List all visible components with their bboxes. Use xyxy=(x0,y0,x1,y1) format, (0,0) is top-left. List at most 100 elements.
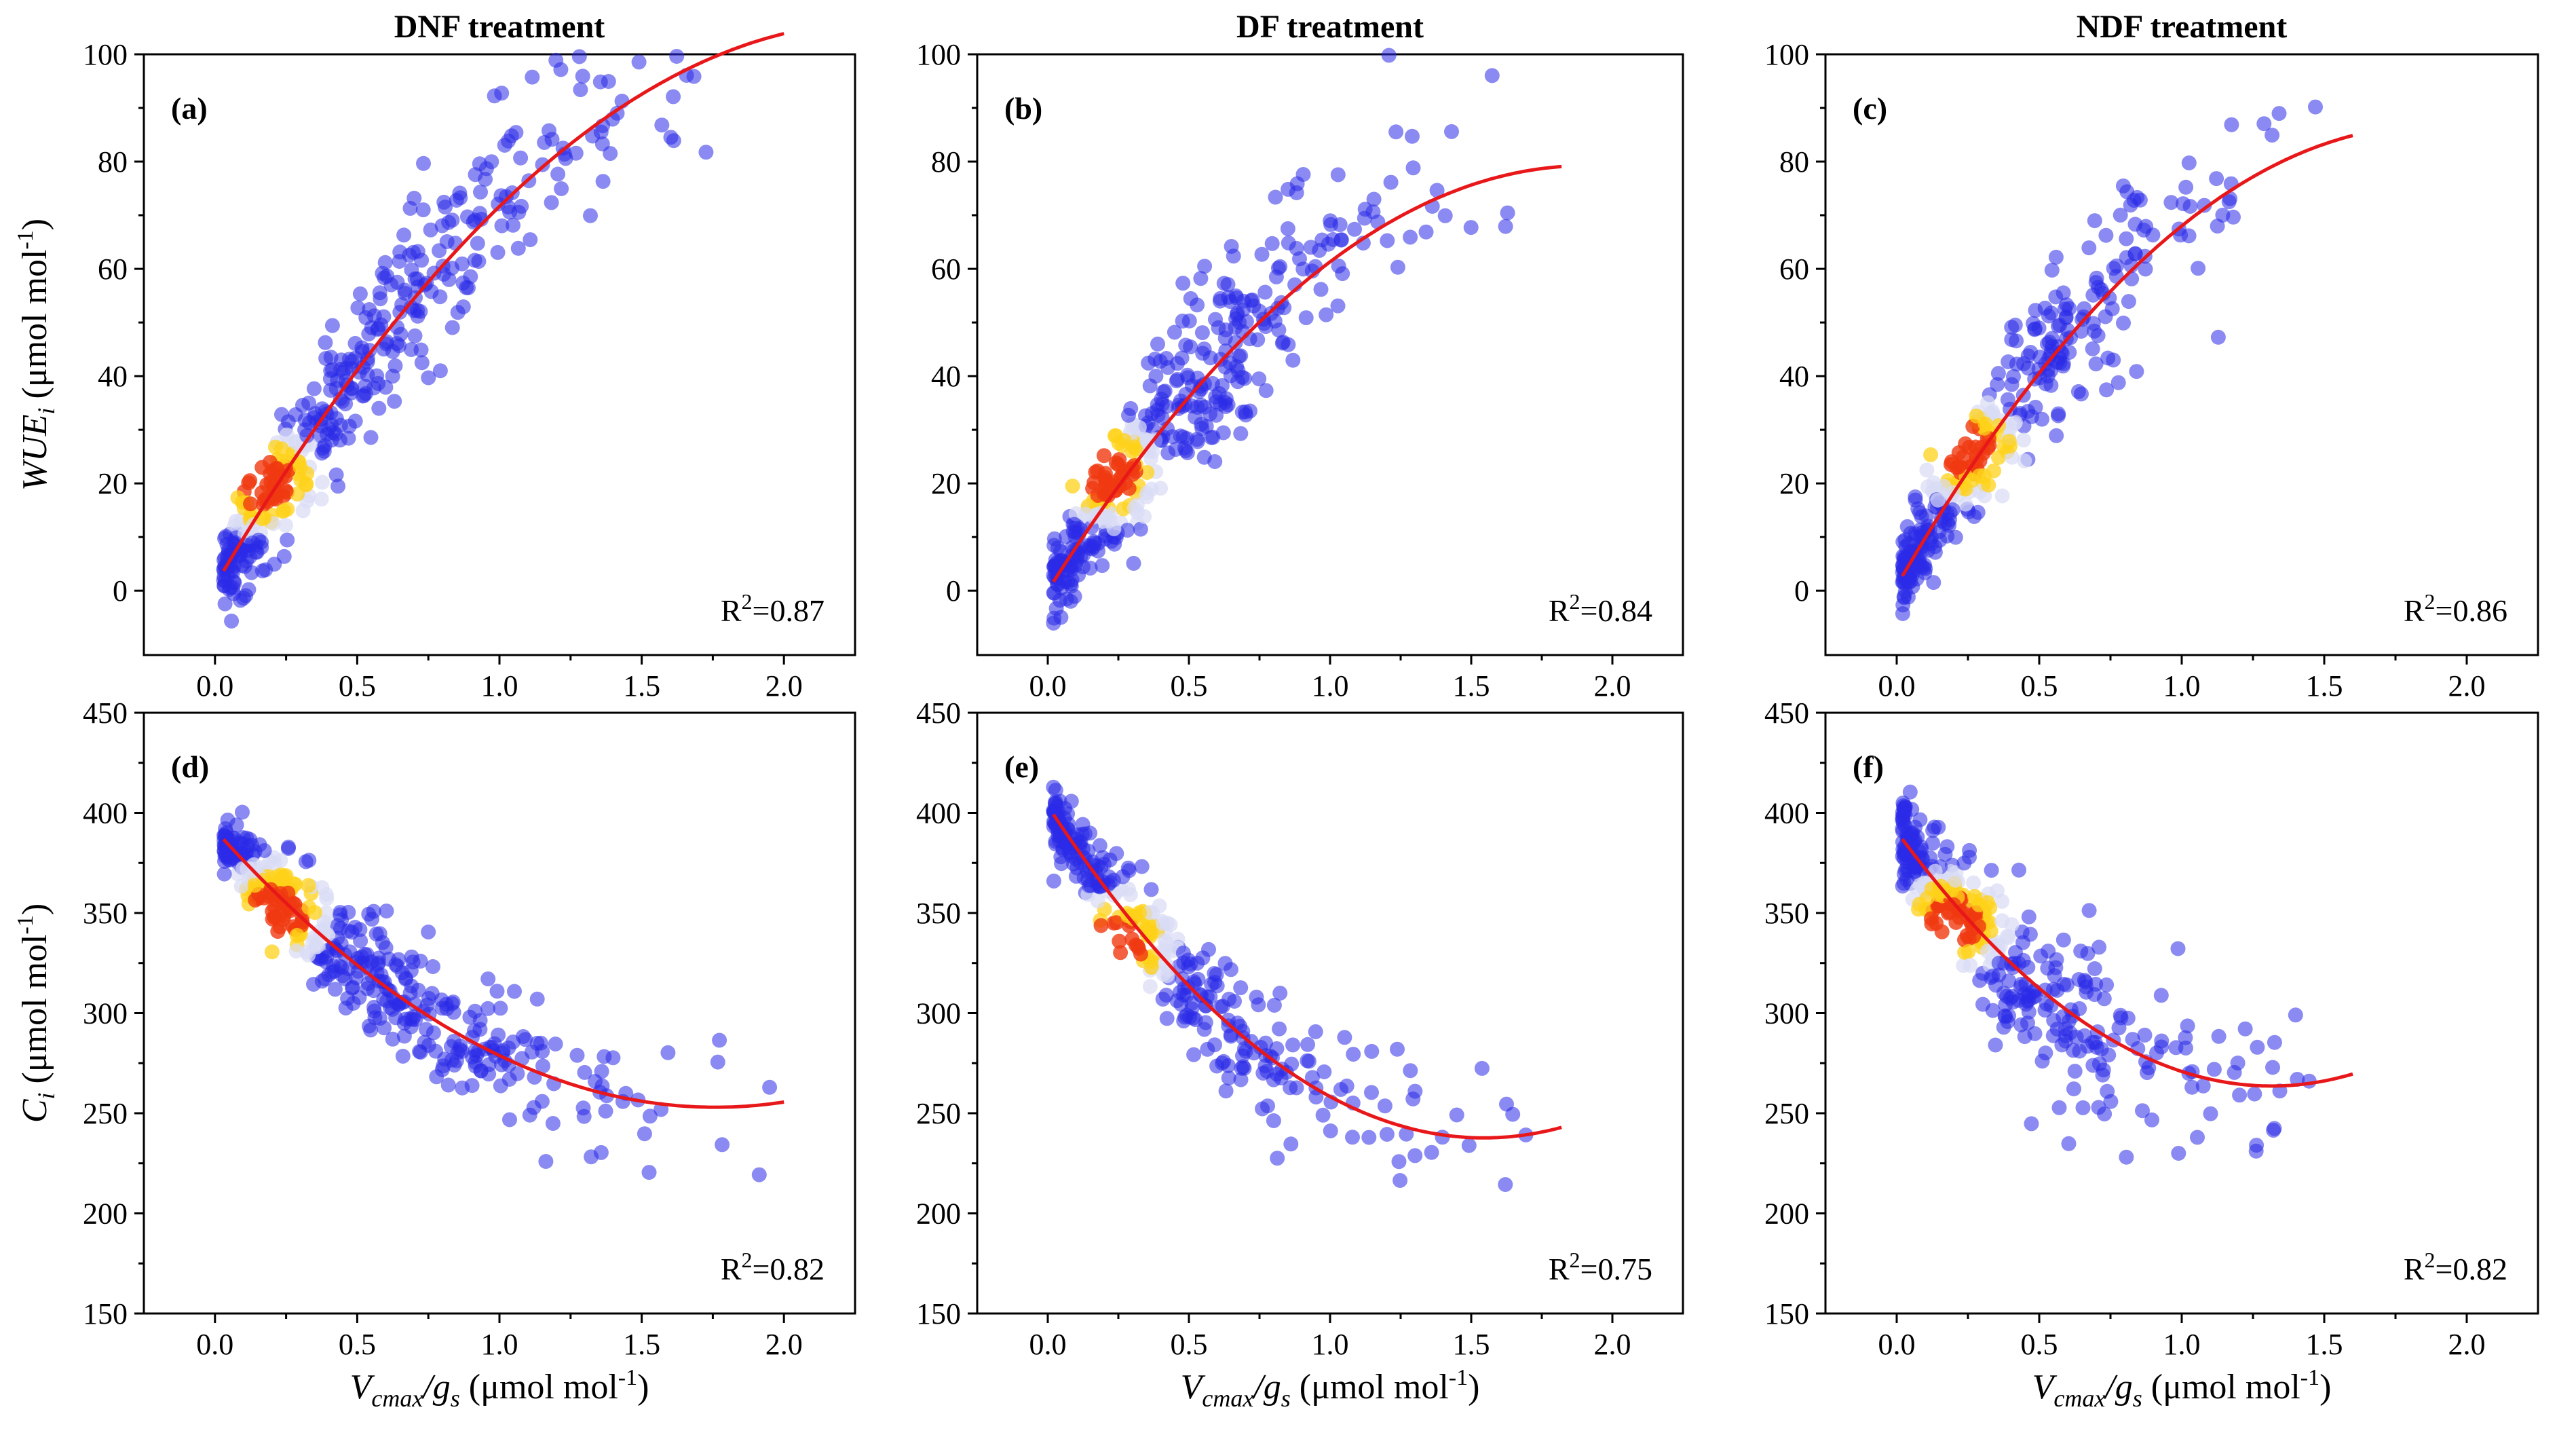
scatter-point xyxy=(1429,183,1445,198)
y-tick-label: 450 xyxy=(83,696,128,730)
scatter-point xyxy=(2056,356,2071,371)
scatter-point xyxy=(273,867,289,882)
scatter-point xyxy=(1967,509,1982,524)
scatter-point xyxy=(257,843,272,858)
scatter-point xyxy=(1082,560,1098,576)
scatter-point xyxy=(1124,443,1140,459)
scatter-point xyxy=(301,878,316,893)
scatter-point xyxy=(323,363,339,378)
r-squared-prefix: R xyxy=(2404,1252,2425,1286)
scatter-point xyxy=(1052,593,1067,608)
scatter-point xyxy=(387,394,402,409)
panel-b: 0.0 0.5 1.0 1.5 2.0 0 20 40 60 80 100 (b) R2=0.84 xyxy=(916,38,1684,703)
scatter-point xyxy=(1270,1151,1285,1166)
scatter-point xyxy=(1461,1138,1477,1153)
scatter-point xyxy=(333,907,348,922)
scatter-point xyxy=(1391,1154,1407,1170)
scatter-point xyxy=(2088,275,2104,291)
scatter-point xyxy=(1233,348,1249,364)
scatter-point xyxy=(569,1047,585,1063)
scatter-point xyxy=(216,866,232,882)
scatter-point xyxy=(306,381,322,396)
scatter-point xyxy=(1197,376,1212,392)
scatter-point xyxy=(1174,350,1190,366)
scatter-point xyxy=(396,227,412,243)
y-axis-title-sub: i xyxy=(33,1092,60,1099)
scatter-point xyxy=(1380,233,1395,248)
scatter-point xyxy=(440,1077,456,1093)
scatter-point xyxy=(2058,310,2074,326)
scatter-point xyxy=(1193,271,1209,286)
x-tick-label: 1.5 xyxy=(623,1328,660,1361)
scatter-point xyxy=(1129,497,1145,512)
y-tick-label: 450 xyxy=(916,696,961,730)
scatter-point xyxy=(2091,939,2107,955)
scatter-point xyxy=(1985,406,2001,422)
r-squared-prefix: R xyxy=(1549,593,1570,628)
scatter-point xyxy=(1945,502,1961,517)
scatter-point xyxy=(1990,883,2005,899)
scatter-point xyxy=(1323,1123,1338,1138)
r-squared-sup: 2 xyxy=(2425,589,2436,614)
x-tick-label: 2.0 xyxy=(1594,669,1631,703)
scatter-point xyxy=(1255,1101,1270,1117)
r-squared-value: =0.87 xyxy=(753,593,825,628)
scatter-point xyxy=(595,174,611,189)
x-axis-title-sup: -1 xyxy=(2300,1365,2319,1390)
scatter-point xyxy=(1065,479,1080,494)
scatter-point xyxy=(1143,882,1159,897)
x-tick-label: 0.5 xyxy=(339,669,376,703)
x-tick-label: 2.0 xyxy=(765,669,803,703)
r-squared-label: R2=0.75 xyxy=(1549,1248,1652,1286)
scatter-point xyxy=(410,303,425,318)
scatter-point xyxy=(1126,555,1141,571)
scatter-point xyxy=(1985,968,2001,984)
scatter-point xyxy=(605,1050,621,1066)
scatter-point xyxy=(1101,869,1117,884)
scatter-point xyxy=(345,996,361,1011)
y-tick-label: 400 xyxy=(1764,797,1809,830)
fit-curve xyxy=(222,32,784,572)
scatter-point xyxy=(1229,290,1245,305)
scatter-point xyxy=(2098,227,2114,243)
scatter-point xyxy=(1179,431,1194,447)
scatter-point xyxy=(276,548,292,564)
scatter-point xyxy=(494,218,510,234)
scatter-point xyxy=(493,1001,508,1016)
y-tick-label: 350 xyxy=(83,897,128,930)
scatter-point xyxy=(2026,316,2041,331)
scatter-point xyxy=(421,1037,436,1053)
scatter-point xyxy=(416,155,431,171)
scatter-point xyxy=(1399,1126,1414,1142)
scatter-point xyxy=(1234,1060,1249,1076)
scatter-point xyxy=(1050,808,1065,824)
x-tick-label: 0.5 xyxy=(1171,1328,1208,1361)
scatter-point xyxy=(472,1013,488,1028)
scatter-point xyxy=(1116,501,1131,517)
scatter-point xyxy=(318,971,333,987)
scatter-point xyxy=(538,1154,554,1169)
scatter-point xyxy=(1994,913,2010,929)
scatter-point xyxy=(2033,948,2049,964)
scatter-point xyxy=(2267,1035,2282,1050)
y-tick-label: 20 xyxy=(98,467,128,500)
scatter-point xyxy=(537,134,552,150)
x-tick-label: 1.5 xyxy=(1453,1328,1490,1361)
y-axis-title: WUEi (μmol mol-1) xyxy=(13,219,60,491)
panel-tag: (b) xyxy=(1004,91,1042,126)
y-axis-title-unit: (μmol mol xyxy=(16,934,54,1092)
x-tick-label: 1.5 xyxy=(2306,669,2343,703)
y-tick-label: 300 xyxy=(916,997,961,1030)
x-tick-label: 0.0 xyxy=(196,669,233,703)
scatter-point xyxy=(2224,117,2239,132)
scatter-point xyxy=(459,209,475,225)
x-tick-label: 1.5 xyxy=(1453,669,1490,703)
scatter-point xyxy=(316,914,332,930)
y-tick-label: 200 xyxy=(916,1197,961,1231)
scatter-point xyxy=(328,467,344,483)
scatter-point xyxy=(439,234,455,249)
x-tick-label: 0.5 xyxy=(2021,1328,2058,1361)
scatter-point xyxy=(2062,345,2077,360)
scatter-point xyxy=(2178,179,2194,195)
